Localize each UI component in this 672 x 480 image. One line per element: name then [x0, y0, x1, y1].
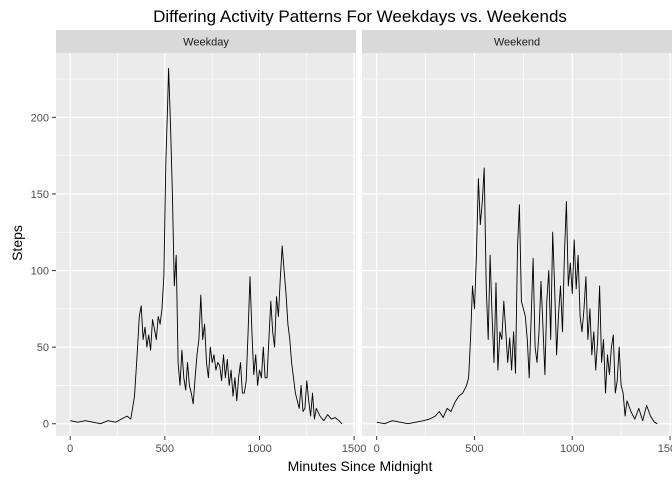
strip-label: Weekday — [183, 37, 229, 49]
facet-panels: Weekday 0 500 1000 1500 Weekend 0 500 1000 1500 — [56, 30, 672, 455]
strip-label: Weekend — [494, 37, 540, 49]
y-tick-label: 100 — [31, 266, 49, 278]
y-tick-label: 50 — [37, 342, 49, 354]
y-tick-label: 150 — [31, 189, 49, 201]
strip-background — [56, 30, 356, 53]
x-tick-label: 1000 — [247, 443, 271, 455]
x-axis-title: Minutes Since Midnight — [288, 458, 433, 474]
facet-panel-weekday: Weekday 0 500 1000 1500 — [56, 30, 366, 455]
strip-background — [362, 30, 672, 53]
x-tick-label: 1000 — [560, 443, 584, 455]
panel-background — [56, 53, 356, 436]
chart-title: Differing Activity Patterns For Weekdays… — [153, 7, 567, 26]
series-line-weekend — [376, 167, 658, 425]
y-tick-label: 0 — [43, 419, 49, 431]
x-tick-label: 0 — [374, 443, 380, 455]
x-tick-label: 500 — [156, 443, 174, 455]
y-axis-title: Steps — [9, 225, 25, 261]
series-line-weekday — [70, 67, 343, 425]
y-tick-label: 200 — [31, 112, 49, 124]
facet-panel-weekend: Weekend 0 500 1000 1500 — [362, 30, 672, 455]
x-tick-label: 0 — [67, 443, 73, 455]
x-tick-label: 1500 — [658, 443, 672, 455]
panel-background — [362, 53, 672, 436]
x-tick-label: 1500 — [342, 443, 366, 455]
y-axis: 0 50 100 150 200 — [31, 112, 56, 431]
x-tick-label: 500 — [465, 443, 483, 455]
